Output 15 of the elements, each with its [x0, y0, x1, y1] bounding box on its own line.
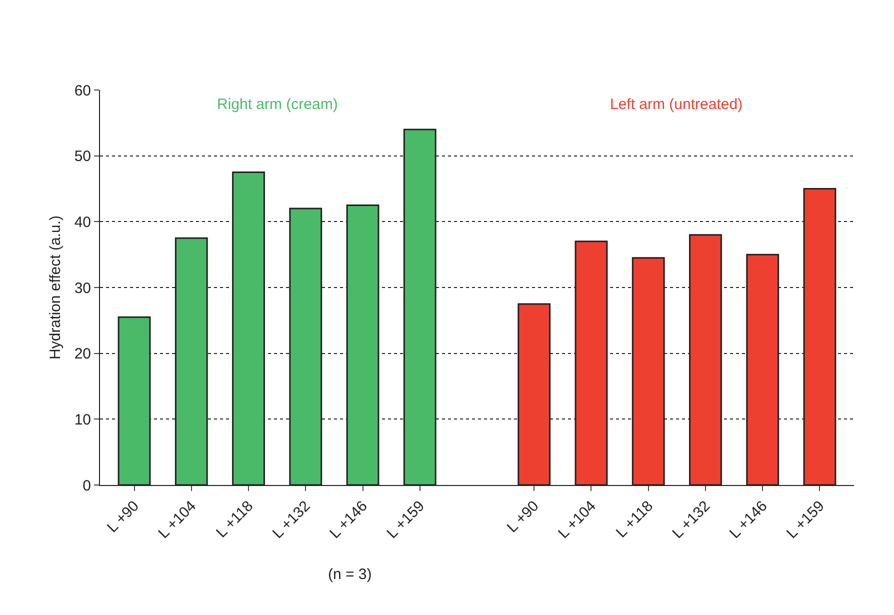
y-tick-label: 50	[74, 148, 91, 166]
x-tick-label: L +90	[504, 498, 542, 536]
text: Left arm (untreated)	[610, 96, 743, 113]
y-tick-label: 20	[74, 346, 91, 363]
y-tick-label: 60	[74, 82, 91, 100]
y-tick-label: 40	[74, 214, 91, 231]
text: (n = 3)	[328, 566, 372, 583]
y-tick-label: 0	[82, 477, 91, 494]
x-tick-label: L +118	[612, 498, 656, 542]
y-axis-title: Hydration effect (a.u.)	[47, 216, 64, 360]
text: Right arm (cream)	[217, 96, 338, 113]
y-tick-label: 10	[74, 411, 91, 428]
y-tick-label: 30	[74, 280, 91, 297]
x-tick-label: L +118	[213, 498, 257, 542]
x-tick-label: L +90	[104, 498, 142, 536]
